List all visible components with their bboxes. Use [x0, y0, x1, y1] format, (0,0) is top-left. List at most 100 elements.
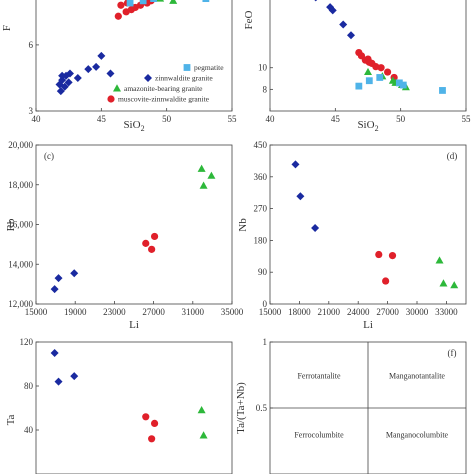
pegmatite-point: [355, 82, 363, 90]
plot-frame: [35, 341, 233, 474]
y-tick-label: 0: [263, 299, 268, 309]
x-tick-label: 18000: [288, 307, 311, 317]
y-tick-label: 3: [29, 106, 34, 116]
panel-f-ta-ratio-diagram: 1 0.5 Ta/(Ta+Nb) (f) Ferrotantalite Manganota…: [235, 337, 467, 474]
y-tick-label: 270: [254, 204, 268, 214]
y-axis-label: Rb: [5, 218, 17, 231]
x-tick-label: 40: [32, 114, 42, 124]
zinnwaldite-point: [311, 224, 320, 233]
pegmatite-point: [376, 74, 384, 81]
muscovite-point: [375, 250, 383, 259]
y-axis-label: Nb: [237, 218, 249, 232]
x-tick-label: 45: [331, 114, 341, 124]
pegmatite-point: [202, 0, 210, 3]
y-tick-label: 450: [254, 140, 268, 150]
legend-marker-muscovite: [107, 95, 115, 103]
zinnwaldite-point: [84, 65, 93, 74]
x-tick-label: 35000: [221, 307, 244, 317]
x-tick-label: 19000: [64, 307, 87, 317]
amazonite-point: [199, 181, 208, 189]
pegmatite-point: [126, 0, 134, 7]
muscovite-point: [364, 55, 372, 63]
muscovite-point: [150, 232, 159, 241]
x-tick-label: 55: [228, 114, 238, 124]
x-axis-label: Li: [363, 319, 373, 331]
zinnwaldite-point: [73, 73, 82, 82]
y-tick-label: 10: [258, 63, 268, 73]
y-tick-label: 6: [29, 40, 34, 50]
zinnwaldite-point: [339, 20, 348, 29]
region-label: Manganotantalite: [389, 371, 445, 380]
y-tick-label: 1: [263, 337, 268, 347]
zinnwaldite-point: [291, 160, 300, 169]
x-tick-label: 23000: [103, 307, 126, 317]
y-axis-label: Ta/(Ta+Nb): [235, 382, 247, 434]
panel-label: (f): [448, 348, 457, 358]
amazonite-point: [199, 431, 208, 439]
plot-frame: [269, 144, 467, 305]
y-tick-label: 14,000: [8, 259, 33, 269]
zinnwaldite-point: [58, 76, 67, 85]
legend-marker-zinnwaldite: [144, 74, 152, 82]
x-tick-label: 45: [97, 114, 107, 124]
x-axis-label: SiO2: [357, 119, 378, 133]
amazonite-point: [169, 0, 178, 4]
plot-frame: [269, 0, 467, 112]
x-tick-label: 30000: [406, 307, 429, 317]
panel-label: (d): [447, 151, 458, 161]
muscovite-point: [384, 68, 392, 76]
y-tick-label: 80: [24, 381, 34, 391]
y-axis-label: Ta: [5, 414, 17, 425]
amazonite-point: [197, 406, 206, 414]
panel-a-f-vs-sio2: 3 6 40 45 50 55 SiO2 F: [1, 0, 237, 133]
amazonite-point: [364, 67, 372, 76]
muscovite-point: [382, 277, 390, 285]
zinnwaldite-point: [58, 71, 67, 80]
muscovite-point: [377, 64, 385, 72]
y-tick-label: 360: [254, 172, 268, 182]
x-tick-label: 50: [162, 114, 172, 124]
x-tick-label: 31000: [182, 307, 205, 317]
x-tick-label: 15000: [259, 307, 282, 317]
legend-label-zinnwaldite: zinnwaldite granite: [155, 74, 213, 83]
panel-label: (c): [44, 151, 54, 161]
zinnwaldite-point: [70, 269, 79, 278]
x-tick-label: 27000: [376, 307, 399, 317]
panel-c-rb-vs-li: 12,000 14,000 16,000 18,000 20,000 15000 19000…: [5, 140, 244, 331]
zinnwaldite-point: [97, 51, 106, 60]
region-label: Manganocolumbite: [386, 431, 449, 440]
muscovite-point: [114, 12, 122, 20]
x-tick-label: 33000: [435, 307, 458, 317]
zinnwaldite-point: [56, 87, 65, 96]
x-tick-label: 24000: [347, 307, 370, 317]
zinnwaldite-point: [65, 69, 74, 78]
amazonite-point: [450, 281, 459, 289]
y-tick-label: 90: [258, 267, 268, 277]
muscovite-point: [117, 1, 125, 9]
y-tick-label: 40: [24, 425, 34, 435]
muscovite-point: [388, 251, 397, 260]
y-tick-label: 120: [20, 337, 34, 347]
plot-frame: [35, 0, 233, 112]
region-label: Ferrocolumbite: [294, 431, 344, 440]
zinnwaldite-point: [54, 377, 63, 386]
zinnwaldite-point: [50, 285, 59, 294]
muscovite-point: [150, 419, 159, 427]
zinnwaldite-point: [314, 0, 318, 2]
panel-b-feo-vs-sio2: 10 8 40 45 50 55 SiO2 FeO: [243, 0, 471, 133]
x-tick-label: 50: [396, 114, 406, 124]
pegmatite-point: [139, 0, 147, 5]
x-tick-label: 27000: [142, 307, 165, 317]
legend-label-pegmatite: pegmatite: [194, 63, 224, 72]
y-tick-label: 18,000: [8, 180, 33, 190]
amazonite-point: [156, 0, 165, 2]
amazonite-point: [197, 164, 206, 172]
muscovite-point: [142, 413, 150, 421]
amazonite-point: [439, 279, 448, 287]
zinnwaldite-point: [347, 31, 356, 40]
panel-e-ta-vs-li: 120 80 40 Ta: [5, 337, 233, 474]
legend-marker-pegmatite: [183, 64, 191, 71]
y-tick-label: 20,000: [8, 140, 33, 150]
zinnwaldite-point: [92, 62, 101, 71]
